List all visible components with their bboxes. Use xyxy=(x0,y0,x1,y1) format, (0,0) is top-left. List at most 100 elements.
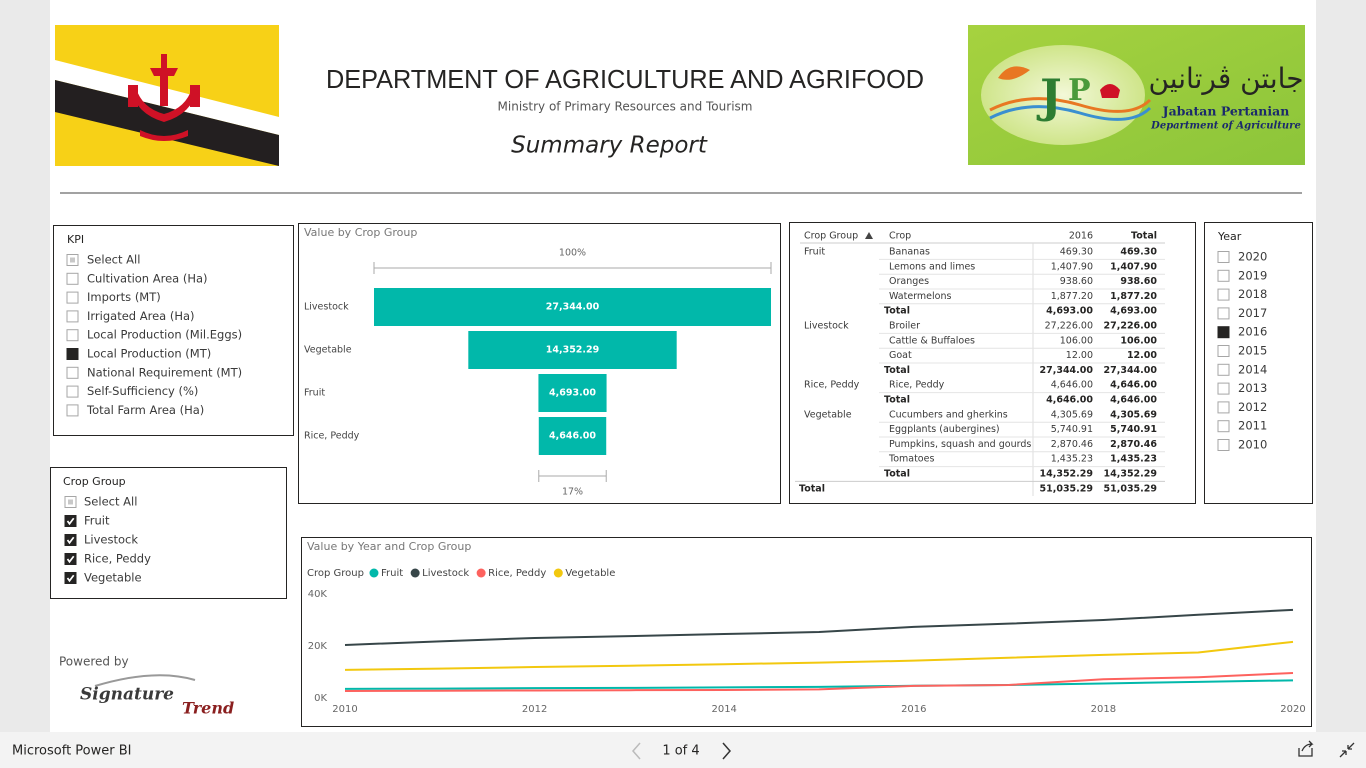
checkbox[interactable] xyxy=(66,366,79,379)
legend-marker xyxy=(410,568,420,578)
checkbox[interactable] xyxy=(66,272,79,285)
svg-text:J: J xyxy=(1036,69,1062,123)
page-indicator: 1 of 4 xyxy=(662,744,699,759)
share-button[interactable] xyxy=(1298,740,1314,757)
table-cell-crop: Lemons and limes xyxy=(889,261,975,272)
checkbox[interactable] xyxy=(66,385,79,398)
table-cell-2016: 938.60 xyxy=(1060,276,1093,287)
previous-page-button[interactable] xyxy=(632,742,641,760)
year-slicer-frame xyxy=(1204,222,1313,504)
funnel-category-label: Livestock xyxy=(304,302,349,313)
table-cell-2016: 5,740.91 xyxy=(1051,424,1093,435)
legend-marker xyxy=(369,568,379,578)
slicer-option-label: Imports (MT) xyxy=(87,290,161,304)
table-cell-total: 2,870.46 xyxy=(1110,439,1157,450)
checkbox[interactable] xyxy=(1217,420,1230,433)
slicer-option[interactable]: 2014 xyxy=(1217,362,1267,376)
slicer-option[interactable]: 2010 xyxy=(1217,438,1267,452)
table-group-label: Livestock xyxy=(804,321,849,332)
funnel-bar xyxy=(374,288,771,326)
slicer-option[interactable]: 2015 xyxy=(1217,344,1267,358)
sort-indicator[interactable] xyxy=(865,232,873,239)
y-tick-label: 20K xyxy=(308,641,328,652)
exit-fullscreen-button[interactable] xyxy=(1339,742,1355,758)
next-page-button[interactable] xyxy=(722,742,731,760)
slicer-option[interactable]: Irrigated Area (Ha) xyxy=(66,309,195,323)
checkbox[interactable] xyxy=(1217,345,1230,357)
slicer-option[interactable]: Cultivation Area (Ha) xyxy=(66,271,208,285)
table-subtotal-2016: 14,352.29 xyxy=(1040,469,1094,480)
checkbox[interactable] xyxy=(64,553,77,565)
funnel-category-label: Rice, Peddy xyxy=(304,431,360,442)
logo-english-text: Department of Agriculture xyxy=(1150,121,1301,132)
table-column-header: Total xyxy=(1131,231,1157,242)
table-cell-total: 4,305.69 xyxy=(1110,409,1157,420)
checkbox[interactable] xyxy=(66,310,79,323)
table-cell-total: 4,646.00 xyxy=(1110,380,1157,391)
slicer-option[interactable]: 2018 xyxy=(1217,287,1267,301)
table-cell-total: 106.00 xyxy=(1120,335,1157,346)
funnel-value-label: 27,344.00 xyxy=(546,302,600,313)
slicer-option[interactable]: Local Production (MT) xyxy=(66,347,211,361)
slicer-option[interactable]: Imports (MT) xyxy=(66,290,161,304)
slicer-option-label: 2014 xyxy=(1238,362,1267,376)
slicer-option-label: Total Farm Area (Ha) xyxy=(86,403,204,417)
checkbox[interactable] xyxy=(64,572,77,584)
checkbox[interactable] xyxy=(66,291,79,304)
checkbox[interactable] xyxy=(1217,382,1230,395)
visual-title: Value by Year and Crop Group xyxy=(307,540,471,553)
slicer-option[interactable]: Total Farm Area (Ha) xyxy=(66,403,204,417)
slicer-option[interactable]: 2012 xyxy=(1217,400,1267,414)
slicer-option[interactable]: Rice, Peddy xyxy=(64,552,151,566)
slicer-option[interactable]: Select All xyxy=(64,495,137,509)
checkbox[interactable] xyxy=(1217,288,1230,301)
checkbox[interactable] xyxy=(64,534,77,546)
legend-label: Vegetable xyxy=(565,568,615,579)
table-cell-total: 1,877.20 xyxy=(1110,291,1157,302)
legend-marker xyxy=(476,568,486,578)
funnel-category-label: Vegetable xyxy=(304,345,352,356)
checkbox[interactable] xyxy=(1217,251,1230,263)
crop-slicer-frame xyxy=(50,467,287,599)
slicer-option[interactable]: Livestock xyxy=(64,533,138,547)
table-subtotal-label: Total xyxy=(884,469,910,480)
slicer-option-label: Fruit xyxy=(84,514,110,528)
checkbox[interactable] xyxy=(66,404,79,417)
slicer-option-label: 2013 xyxy=(1238,381,1267,395)
table-cell-2016: 469.30 xyxy=(1060,247,1093,258)
slicer-option[interactable]: 2017 xyxy=(1217,306,1267,320)
slicer-option-label: Cultivation Area (Ha) xyxy=(87,271,208,285)
checkbox[interactable] xyxy=(1217,439,1230,451)
table-cell-2016: 106.00 xyxy=(1060,335,1093,346)
slicer-option[interactable]: Fruit xyxy=(64,514,110,528)
checkbox[interactable] xyxy=(66,329,79,342)
table-grand-total-label: Total xyxy=(799,483,825,494)
table-group-label: Vegetable xyxy=(804,409,852,420)
checkbox[interactable] xyxy=(1217,307,1230,320)
table-cell-total: 938.60 xyxy=(1120,276,1157,287)
slicer-option[interactable]: Self-Sufficiency (%) xyxy=(66,384,198,398)
x-tick-label: 2018 xyxy=(1091,704,1116,715)
slicer-option[interactable]: Select All xyxy=(66,253,140,267)
slicer-option[interactable]: 2016 xyxy=(1217,325,1267,339)
series-line xyxy=(344,640,1294,671)
slicer-option[interactable]: Local Production (Mil.Eggs) xyxy=(66,328,242,342)
department-logo: J P xyxy=(968,25,1305,165)
slicer-option[interactable]: 2011 xyxy=(1217,419,1267,433)
checkbox[interactable] xyxy=(64,515,77,527)
table-cell-2016: 12.00 xyxy=(1066,350,1093,361)
funnel-bar xyxy=(538,374,607,412)
legend-label: Livestock xyxy=(422,568,469,579)
checkbox[interactable] xyxy=(1217,363,1230,376)
checkbox[interactable] xyxy=(66,348,79,360)
slicer-option[interactable]: 2013 xyxy=(1217,381,1267,395)
checkbox[interactable] xyxy=(1217,326,1230,339)
slicer-option[interactable]: 2020 xyxy=(1217,250,1267,264)
slicer-option[interactable]: National Requirement (MT) xyxy=(66,365,242,379)
logo-arabic-text: جابتن ڤرتانين xyxy=(1148,62,1303,95)
checkbox[interactable] xyxy=(1217,269,1230,282)
slicer-option[interactable]: Vegetable xyxy=(64,571,142,585)
checkbox[interactable] xyxy=(1217,401,1230,414)
table-cell-2016: 1,435.23 xyxy=(1051,454,1093,465)
slicer-option[interactable]: 2019 xyxy=(1217,268,1267,282)
